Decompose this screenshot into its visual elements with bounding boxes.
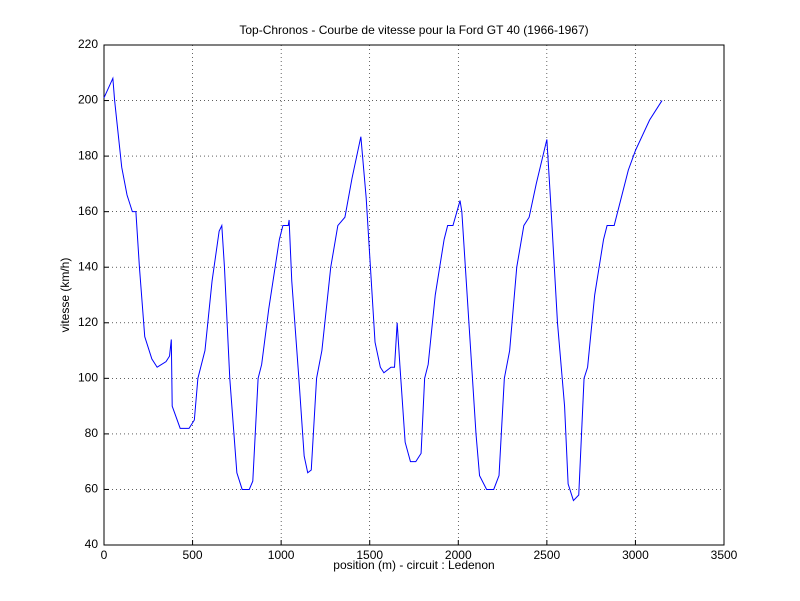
y-tick-label: 160	[78, 204, 98, 218]
x-tick-label: 3000	[622, 548, 649, 562]
y-tick-label: 60	[85, 482, 99, 496]
x-tick-label: 500	[183, 548, 203, 562]
y-tick-label: 100	[78, 371, 98, 385]
y-tick-label: 200	[78, 93, 98, 107]
y-axis-label: vitesse (km/h)	[58, 258, 72, 333]
x-tick-label: 2500	[534, 548, 561, 562]
x-tick-label: 2000	[445, 548, 472, 562]
chart-title: Top-Chronos - Courbe de vitesse pour la …	[239, 23, 588, 37]
y-tick-label: 180	[78, 148, 98, 162]
x-tick-label: 1000	[268, 548, 295, 562]
plot-area	[103, 44, 725, 546]
x-tick-label: 1500	[356, 548, 383, 562]
x-tick-label: 0	[101, 548, 108, 562]
y-tick-label: 220	[78, 37, 98, 51]
x-axis-label: position (m) - circuit : Ledenon	[333, 558, 494, 572]
y-tick-label: 80	[85, 426, 99, 440]
y-tick-label: 140	[78, 259, 98, 273]
y-tick-label: 120	[78, 315, 98, 329]
x-tick-label: 3500	[711, 548, 738, 562]
y-tick-label: 40	[85, 537, 99, 551]
data-line	[103, 76, 663, 502]
